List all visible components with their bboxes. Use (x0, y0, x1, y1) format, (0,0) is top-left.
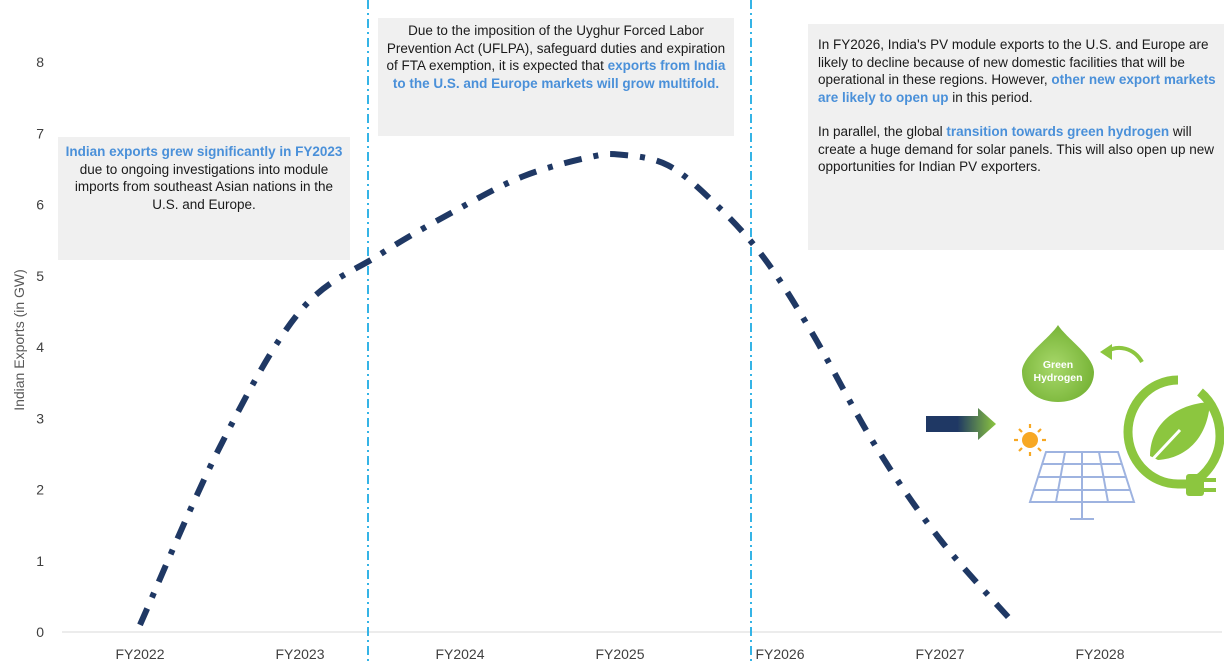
series-point (876, 446, 877, 447)
annotation-right-p2-text-b: will create a huge demand for solar pane… (818, 124, 1214, 174)
leaf-plug-icon (1123, 375, 1224, 496)
y-tick-label: 7 (36, 125, 44, 141)
y-axis-label: Indian Exports (in GW) (11, 269, 27, 411)
drop-label-line2: Hydrogen (1033, 372, 1082, 384)
y-tick-label: 2 (36, 482, 44, 498)
series-point (380, 254, 381, 255)
series-point (300, 311, 301, 312)
x-tick-label: FY2024 (435, 646, 484, 662)
arrow-right-icon (926, 408, 996, 440)
annotation-right-p1-text-b: in this period. (948, 89, 1033, 105)
annotation-left-text: due to ongoing investigations into modul… (74, 161, 334, 212)
x-tick-label: FY2026 (755, 646, 804, 662)
x-tick-label: FY2028 (1075, 646, 1124, 662)
annotation-middle-text: Due to the imposition of the Uyghur Forc… (386, 23, 726, 73)
series-point (1012, 621, 1013, 622)
cycle-arrow-icon (1100, 344, 1144, 364)
y-tick-label: 1 (36, 553, 44, 569)
drop-label-line1: Green (1043, 359, 1073, 371)
x-axis-ticks: FY2022 FY2023 FY2024 FY2025 FY2026 FY2027 FY20… (115, 646, 1124, 662)
x-tick-label: FY2022 (115, 646, 164, 662)
y-tick-label: 4 (36, 339, 44, 355)
y-tick-label: 6 (36, 197, 44, 213)
x-tick-label: FY2023 (275, 646, 324, 662)
annotation-middle-highlight: exports from India to the U.S. and Europ… (392, 58, 726, 91)
y-tick-label: 5 (36, 268, 44, 284)
sun-icon (1014, 424, 1046, 456)
y-tick-label: 8 (36, 54, 44, 70)
green-hydrogen-drop-icon: Green Hydrogen (1022, 325, 1094, 402)
annotation-right-paragraph-1: In FY2026, India's PV module exports to … (818, 36, 1220, 106)
annotation-right-p1-text-a: In FY2026, India's PV module exports to … (818, 37, 1209, 87)
annotation-left: Indian exports grew significantly in FY2… (58, 137, 350, 260)
y-tick-label: 3 (36, 410, 44, 426)
annotation-right-p2-text-a: In parallel, the global (818, 124, 947, 139)
annotation-right-p1-highlight: other new export markets are likely to o… (818, 72, 1216, 105)
annotation-right-paragraph-2: In parallel, the global transition towar… (818, 123, 1220, 176)
solar-panel-icon (1028, 451, 1136, 520)
annotation-right: In FY2026, India's PV module exports to … (808, 24, 1224, 250)
x-tick-label: FY2027 (915, 646, 964, 662)
series-line (137, 151, 1015, 627)
annotation-middle: Due to the imposition of the Uyghur Forc… (378, 18, 734, 136)
series-point (716, 204, 717, 205)
y-tick-label: 0 (36, 624, 44, 640)
series-point (460, 208, 461, 209)
annotation-left-highlight: Indian exports grew significantly in FY2… (65, 144, 343, 159)
series-point (588, 157, 589, 158)
y-axis-ticks: 0 1 2 3 4 5 6 7 8 (36, 54, 44, 640)
annotation-right-p2-highlight: transition towards green hydrogen (946, 124, 1170, 139)
x-tick-label: FY2025 (595, 646, 644, 662)
